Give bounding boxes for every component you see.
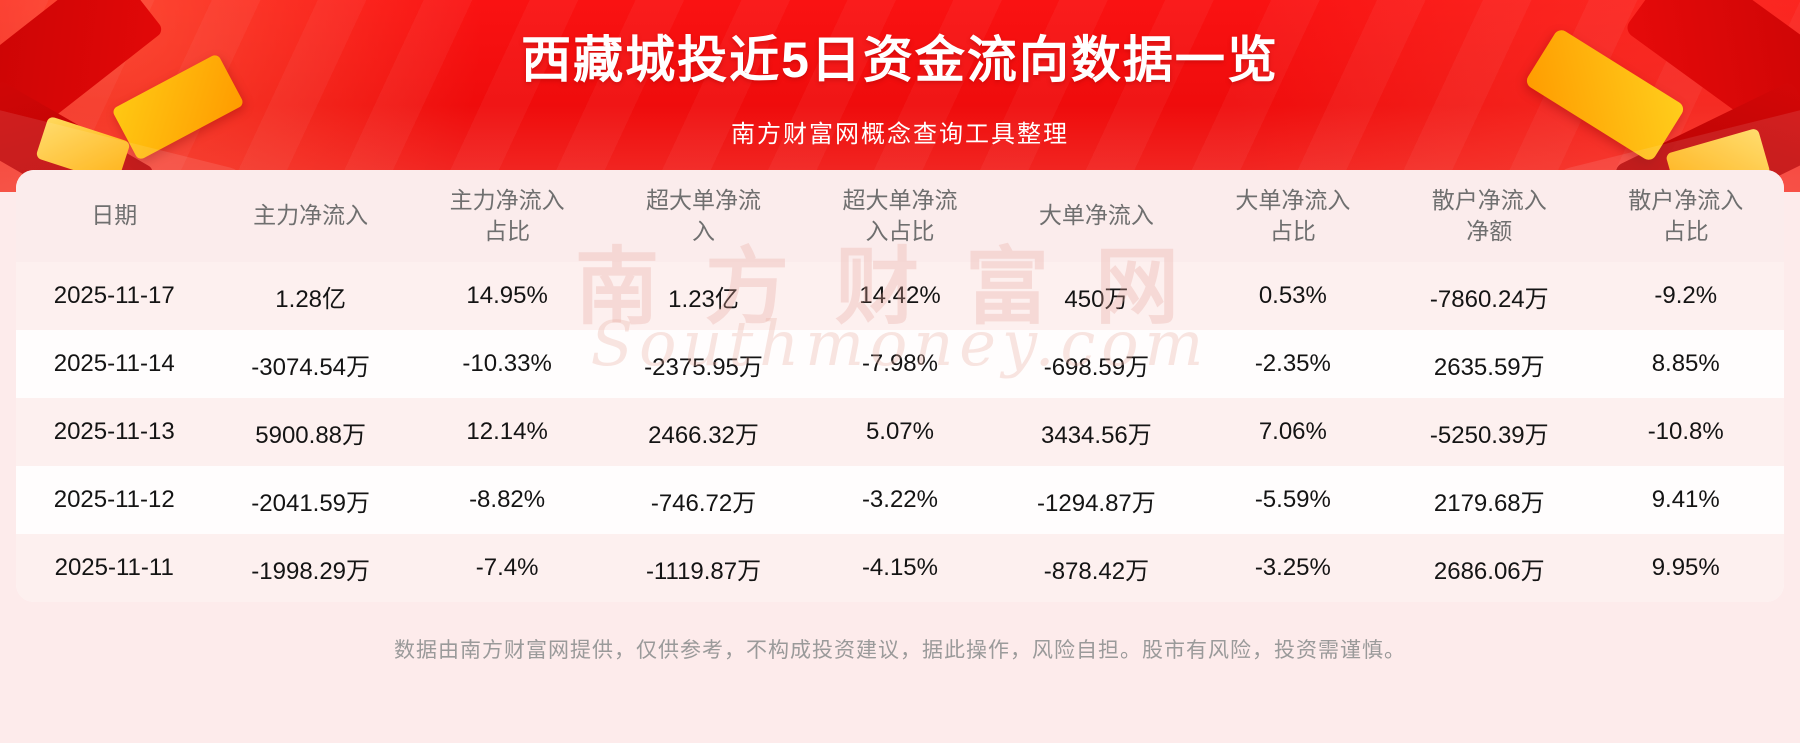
table-cell: 14.95% bbox=[466, 282, 548, 309]
table-cell: 1.23亿 bbox=[668, 285, 739, 313]
table-cell: 2025-11-14 bbox=[53, 350, 175, 377]
column-header: 主力净流入 bbox=[253, 202, 369, 229]
table-cell: 3434.56万 bbox=[1041, 421, 1152, 449]
table-cell: -2.35% bbox=[1254, 350, 1331, 377]
table-cell: 0.53% bbox=[1258, 282, 1327, 309]
table-cell: -698.59万 bbox=[1043, 353, 1150, 381]
table-cell: 2179.68万 bbox=[1433, 489, 1545, 517]
table-cell: -1294.87万 bbox=[1037, 489, 1156, 517]
table-cell: 1.28亿 bbox=[275, 285, 347, 313]
table-cell: -9.2% bbox=[1654, 282, 1718, 309]
table-cell: 2025-11-11 bbox=[54, 554, 174, 581]
disclaimer-text: 数据由南方财富网提供，仅供参考，不构成投资建议，据此操作，风险自担。股市有风险，… bbox=[394, 639, 1406, 662]
table-cell: -10.8% bbox=[1647, 418, 1724, 445]
table-cell: -3.25% bbox=[1254, 554, 1331, 581]
table-row: 2025-11-17 1.28亿 14.95% 1.23亿 14.42% 450万 0.53… bbox=[16, 262, 1784, 330]
fund-flow-table: 日期 主力净流入 主力净流入占比 超大单净流入 超大单净流入占比 大单净流入 大单净流入占比… bbox=[16, 170, 1784, 602]
table-cell: 2025-11-17 bbox=[53, 282, 175, 309]
column-header: 日期 bbox=[91, 202, 138, 229]
banner: 西藏城投近5日资金流向数据一览 南方财富网概念查询工具整理 bbox=[0, 0, 1800, 192]
table-cell: 9.41% bbox=[1651, 486, 1720, 513]
table-cell: -2041.59万 bbox=[251, 489, 371, 517]
table-cell: 12.14% bbox=[466, 418, 548, 445]
table-cell: -8.82% bbox=[469, 486, 546, 513]
table-cell: 2686.06万 bbox=[1433, 557, 1545, 585]
table-cell: 450万 bbox=[1064, 285, 1129, 313]
page-title: 西藏城投近5日资金流向数据一览 bbox=[521, 32, 1279, 88]
table-row: 2025-11-12 -2041.59万 -8.82% -746.72万 -3.22% -… bbox=[16, 466, 1784, 534]
table-cell: -1119.87万 bbox=[645, 557, 762, 585]
table-cell: 2025-11-12 bbox=[53, 486, 175, 513]
table-cell: 2635.59万 bbox=[1433, 353, 1545, 381]
page-subtitle: 南方财富网概念查询工具整理 bbox=[731, 121, 1069, 148]
column-header: 大单净流入 bbox=[1038, 202, 1154, 229]
table-cell: -3.22% bbox=[861, 486, 938, 513]
table-cell: -878.42万 bbox=[1043, 557, 1150, 585]
table-cell: 9.95% bbox=[1651, 554, 1720, 581]
table-cell: 7.06% bbox=[1258, 418, 1327, 445]
table-row: 2025-11-14 -3074.54万 -10.33% -2375.95万 -7.98… bbox=[16, 330, 1784, 398]
column-header: 大单净流入占比 bbox=[1235, 186, 1351, 244]
table-cell: -3074.54万 bbox=[251, 353, 371, 381]
table-cell: -4.15% bbox=[861, 554, 938, 581]
table-body: 2025-11-17 1.28亿 14.95% 1.23亿 14.42% 450万 0.53… bbox=[16, 262, 1784, 602]
table-cell: -5.59% bbox=[1254, 486, 1331, 513]
column-header: 超大单净流入 bbox=[646, 186, 762, 244]
table-cell: 2466.32万 bbox=[648, 421, 759, 449]
table-cell: -2375.95万 bbox=[644, 353, 763, 381]
table-cell: -7.98% bbox=[861, 350, 938, 377]
table-cell: 5900.88万 bbox=[255, 421, 367, 449]
table-header-row: 日期 主力净流入 主力净流入占比 超大单净流入 超大单净流入占比 大单净流入 大单净流入占比… bbox=[16, 170, 1784, 262]
column-header: 超大单净流入占比 bbox=[842, 186, 958, 244]
table-row: 2025-11-11 -1998.29万 -7.4% -1119.87万 -4.15% -… bbox=[16, 534, 1784, 602]
table-cell: -10.33% bbox=[462, 350, 552, 377]
table-cell: 5.07% bbox=[865, 418, 934, 445]
table-cell: -7.4% bbox=[475, 554, 539, 581]
column-header: 主力净流入占比 bbox=[449, 186, 565, 244]
table-cell: -5250.39万 bbox=[1429, 421, 1549, 449]
table-cell: -1998.29万 bbox=[251, 557, 371, 585]
table-cell: 8.85% bbox=[1651, 350, 1720, 377]
column-header: 散户净流入净额 bbox=[1431, 186, 1547, 244]
table-cell: -7860.24万 bbox=[1429, 285, 1549, 313]
table-cell: -746.72万 bbox=[650, 489, 757, 517]
table-cell: 2025-11-13 bbox=[53, 418, 175, 445]
table-row: 2025-11-13 5900.88万 12.14% 2466.32万 5.07% 343… bbox=[16, 398, 1784, 466]
table-cell: 14.42% bbox=[859, 282, 941, 309]
column-header: 散户净流入占比 bbox=[1628, 186, 1744, 244]
